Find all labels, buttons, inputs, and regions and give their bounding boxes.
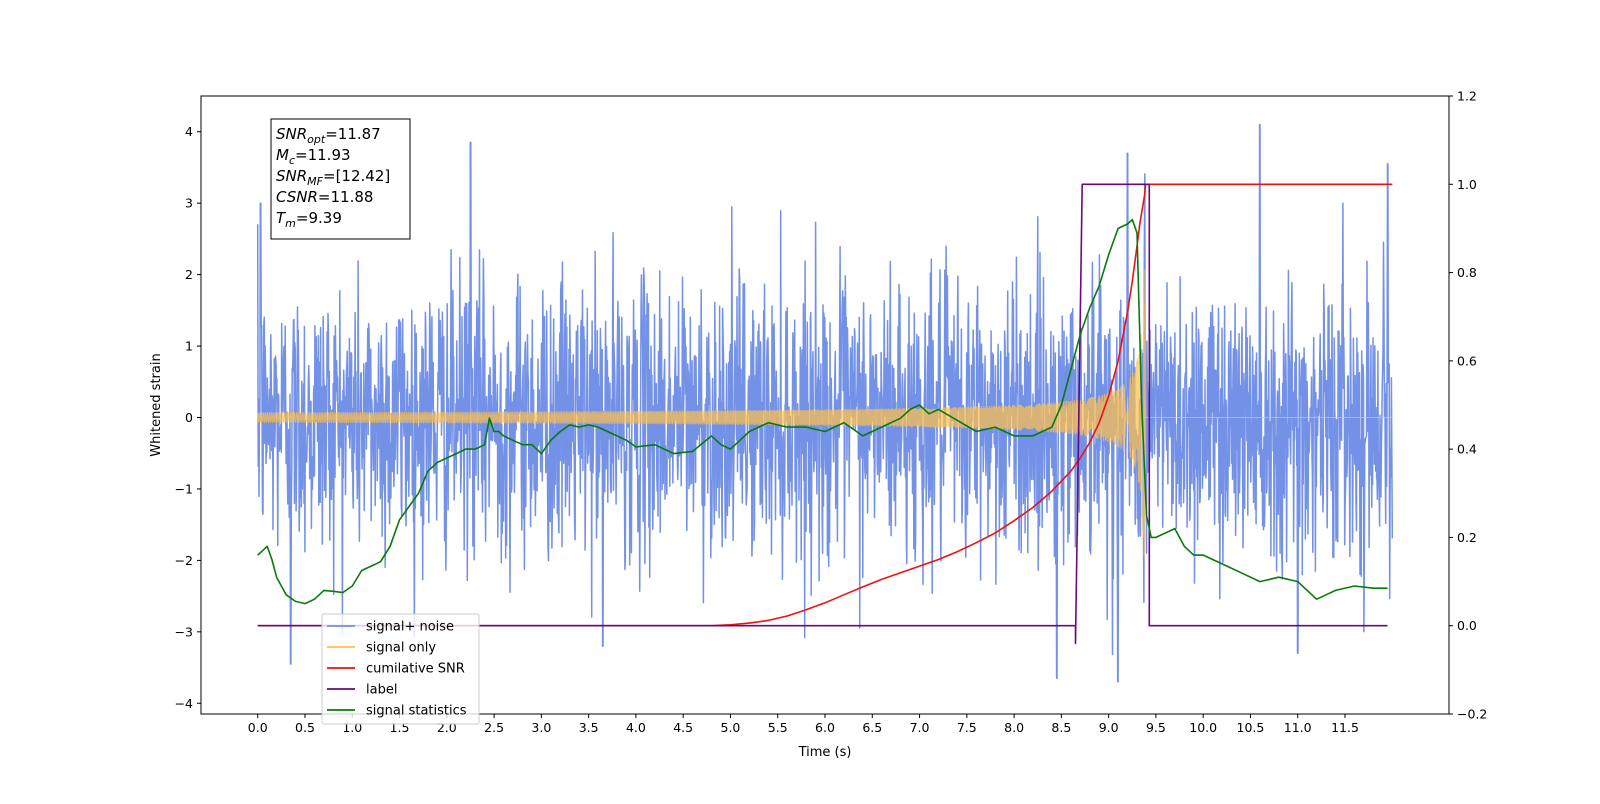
info-line: Tm=9.39	[276, 209, 342, 230]
series-line-signal-statistics	[257, 218, 1388, 605]
y-axis-title: Whitened strain	[149, 353, 164, 456]
x-tick-label: 9.5	[1146, 720, 1166, 735]
y-tick-label: −1	[175, 481, 193, 496]
y2-tick-label: 1.2	[1457, 89, 1477, 104]
legend-label: label	[366, 683, 397, 698]
plot-area	[256, 123, 1394, 683]
legend: signal+ noise signal only cumilative SNR la…	[321, 613, 480, 725]
legend-label: signal+ noise	[366, 620, 454, 635]
info-line: Mc=11.93	[276, 146, 351, 167]
x-axis-title: Time (s)	[798, 745, 852, 760]
x-tick-label: 0.5	[295, 720, 315, 735]
y2-tick-label: 0.4	[1457, 442, 1477, 457]
y2-tick-label: 1.0	[1457, 177, 1477, 192]
x-tick-label: 3.0	[531, 720, 551, 735]
series-line-signal-noise	[256, 123, 1394, 683]
y-tick-label: −2	[175, 553, 193, 568]
x-tick-label: 11.5	[1331, 720, 1359, 735]
y2-tick-label: −0.2	[1457, 707, 1487, 722]
y2-tick-label: 0.2	[1457, 530, 1477, 545]
y-tick-label: 0	[185, 410, 193, 425]
info-box: SNRopt=11.87Mc=11.93SNRMF=[12.42]CSNR=11…	[270, 118, 411, 240]
legend-label: cumilative SNR	[366, 662, 465, 677]
y-tick-label: −4	[175, 696, 193, 711]
info-box-frame	[270, 118, 411, 240]
legend-frame	[321, 613, 480, 725]
x-tick-label: 11.0	[1284, 720, 1312, 735]
info-line: SNRopt=11.87	[276, 125, 381, 146]
x-tick-label: 6.5	[862, 720, 882, 735]
x-tick-label: 8.0	[1004, 720, 1024, 735]
x-axis: 0.0 0.5 1.0 1.5 2.0 2.5 3.0 3.5 4.0 4.5 5.0 5.5 6.0 6…	[248, 714, 1359, 735]
x-tick-label: 10.5	[1237, 720, 1265, 735]
x-tick-label: 6.0	[815, 720, 835, 735]
x-tick-label: 8.5	[1051, 720, 1071, 735]
x-tick-label: 4.5	[673, 720, 693, 735]
y-tick-label: 4	[185, 124, 193, 139]
y-axis-right: −0.2 0.0 0.2 0.4 0.6 0.8 1.0 1.2	[1449, 89, 1487, 722]
y2-tick-label: 0.0	[1457, 618, 1477, 633]
y-tick-label: 2	[185, 267, 193, 282]
x-tick-label: 3.5	[579, 720, 599, 735]
y-tick-label: −3	[175, 624, 193, 639]
x-tick-label: 7.5	[957, 720, 977, 735]
y-axis-left: −4 −3 −2 −1 0 1 2 3 4	[175, 124, 201, 711]
y-tick-label: 1	[185, 339, 193, 354]
info-line: CSNR=11.88	[276, 188, 373, 206]
info-line: SNRMF=[12.42]	[276, 167, 390, 188]
y2-tick-label: 0.8	[1457, 265, 1477, 280]
x-tick-label: 5.5	[768, 720, 788, 735]
y-tick-label: 3	[185, 196, 193, 211]
y2-tick-label: 0.6	[1457, 353, 1477, 368]
series-line-signal-only	[257, 268, 1393, 557]
x-tick-label: 4.0	[626, 720, 646, 735]
x-tick-label: 2.5	[484, 720, 504, 735]
x-tick-label: 10.0	[1189, 720, 1217, 735]
legend-label: signal only	[366, 641, 436, 656]
x-tick-label: 5.0	[721, 720, 741, 735]
x-tick-label: 7.0	[910, 720, 930, 735]
legend-label: signal statistics	[366, 704, 467, 719]
series-line-label	[257, 183, 1388, 645]
x-tick-label: 9.0	[1099, 720, 1119, 735]
x-tick-label: 0.0	[248, 720, 268, 735]
